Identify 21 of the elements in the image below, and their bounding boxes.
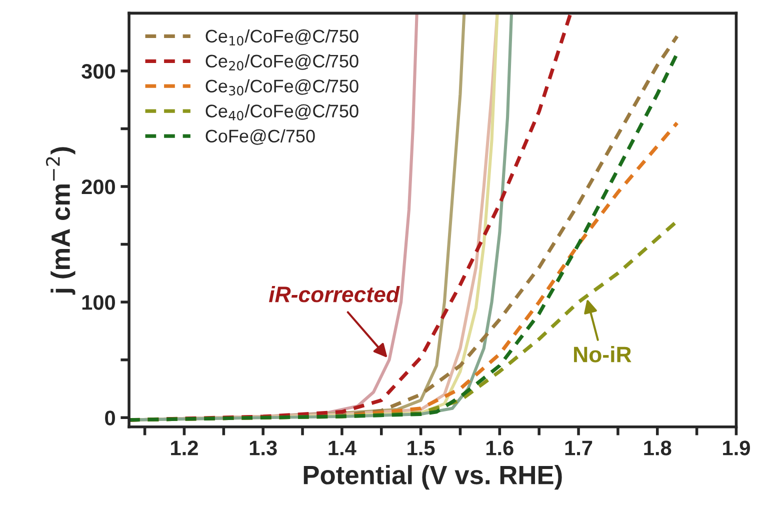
legend-label: Ce$_{40}$/CoFe@C/750: [206, 104, 358, 120]
y-tick-label: 300: [82, 64, 115, 79]
legend-label: Ce$_{20}$/CoFe@C/750: [206, 54, 358, 71]
x-tick-label: 1.5: [408, 440, 435, 456]
legend-label: Ce$_{30}$/CoFe@C/750: [206, 79, 358, 96]
annotation: iR-corrected: [268, 286, 400, 302]
x-tick-label: 1.7: [565, 440, 592, 456]
legend-label: Ce$_{10}$/CoFe@C/750: [206, 29, 358, 46]
annotation: No-iR: [574, 346, 632, 362]
y-tick-label: 100: [82, 295, 115, 310]
x-tick-label: 1.9: [723, 440, 750, 456]
y-axis-title: j (mA cm$^{−2}$): [46, 147, 76, 295]
y-tick-label: 200: [82, 180, 115, 194]
legend-label: CoFe@C/750: [206, 129, 315, 145]
x-tick-label: 1.8: [644, 440, 672, 456]
x-tick-label: 1.3: [250, 440, 277, 456]
x-tick-label: 1.2: [171, 440, 198, 456]
y-tick-label: 0: [105, 410, 115, 426]
x-tick-label: 1.4: [328, 440, 356, 456]
x-axis-title: Potential (V vs. RHE): [304, 465, 562, 490]
x-tick-label: 1.6: [486, 440, 514, 456]
